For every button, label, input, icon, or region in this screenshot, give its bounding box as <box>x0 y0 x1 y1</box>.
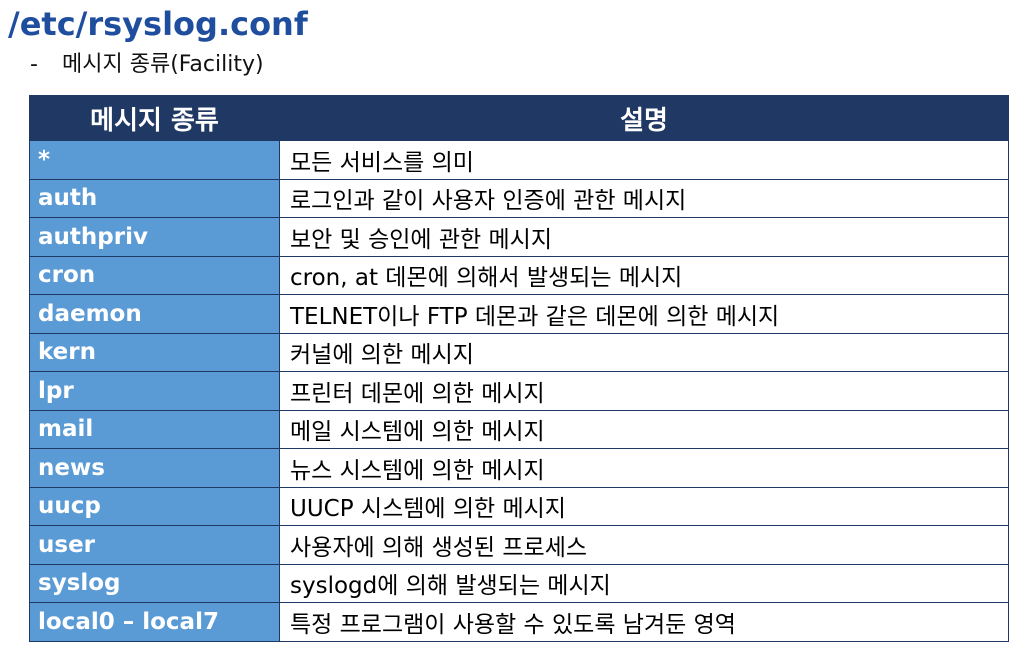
header-facility: 메시지 종류 <box>29 95 280 141</box>
table-row: auth 로그인과 같이 사용자 인증에 관한 메시지 <box>29 178 1009 218</box>
subtitle-text: 메시지 종류(Facility) <box>62 52 264 77</box>
description-cell: 사용자에 의해 생성된 프로세스 <box>279 525 1009 565</box>
facility-cell: local0 – local7 <box>29 602 280 642</box>
table-row: cron cron, at 데몬에 의해서 발생되는 메시지 <box>29 255 1009 295</box>
description-cell: UUCP 시스템에 의한 메시지 <box>279 486 1009 526</box>
description-cell: 모든 서비스를 의미 <box>279 140 1009 180</box>
facility-cell: authpriv <box>29 217 280 257</box>
description-cell: 프린터 데몬에 의한 메시지 <box>279 371 1009 411</box>
description-cell: 보안 및 승인에 관한 메시지 <box>279 217 1009 257</box>
bullet-dash: - <box>30 52 38 77</box>
table-row: uucp UUCP 시스템에 의한 메시지 <box>29 486 1009 526</box>
table-row: user 사용자에 의해 생성된 프로세스 <box>29 525 1009 565</box>
header-description: 설명 <box>279 95 1009 141</box>
description-cell: TELNET이나 FTP 데몬과 같은 데몬에 의한 메시지 <box>279 294 1009 334</box>
facility-cell: auth <box>29 178 280 218</box>
page-title: /etc/rsyslog.conf <box>8 5 308 43</box>
facility-cell: kern <box>29 332 280 372</box>
facility-cell: user <box>29 525 280 565</box>
facility-cell: syslog <box>29 563 280 603</box>
subtitle: - 메시지 종류(Facility) <box>30 48 264 82</box>
description-cell: 커널에 의한 메시지 <box>279 332 1009 372</box>
description-cell: 메일 시스템에 의한 메시지 <box>279 409 1009 449</box>
description-cell: cron, at 데몬에 의해서 발생되는 메시지 <box>279 255 1009 295</box>
table-row: syslog syslogd에 의해 발생되는 메시지 <box>29 563 1009 603</box>
table-row: kern 커널에 의한 메시지 <box>29 332 1009 372</box>
table-row: authpriv 보안 및 승인에 관한 메시지 <box>29 217 1009 257</box>
table-row: local0 – local7 특정 프로그램이 사용할 수 있도록 남겨둔 영… <box>29 602 1009 642</box>
facility-cell: cron <box>29 255 280 295</box>
table-row: mail 메일 시스템에 의한 메시지 <box>29 409 1009 449</box>
table-row: daemon TELNET이나 FTP 데몬과 같은 데몬에 의한 메시지 <box>29 294 1009 334</box>
facility-cell: mail <box>29 409 280 449</box>
facility-cell: lpr <box>29 371 280 411</box>
facility-cell: * <box>29 140 280 180</box>
table-row: * 모든 서비스를 의미 <box>29 140 1009 180</box>
facility-table: 메시지 종류 설명 * 모든 서비스를 의미 auth 로그인과 같이 사용자 … <box>29 95 1009 642</box>
description-cell: 뉴스 시스템에 의한 메시지 <box>279 448 1009 488</box>
facility-cell: news <box>29 448 280 488</box>
facility-cell: uucp <box>29 486 280 526</box>
description-cell: 로그인과 같이 사용자 인증에 관한 메시지 <box>279 178 1009 218</box>
table-row: lpr 프린터 데몬에 의한 메시지 <box>29 371 1009 411</box>
table-header-row: 메시지 종류 설명 <box>29 95 1009 141</box>
facility-cell: daemon <box>29 294 280 334</box>
table-row: news 뉴스 시스템에 의한 메시지 <box>29 448 1009 488</box>
description-cell: 특정 프로그램이 사용할 수 있도록 남겨둔 영역 <box>279 602 1009 642</box>
description-cell: syslogd에 의해 발생되는 메시지 <box>279 563 1009 603</box>
